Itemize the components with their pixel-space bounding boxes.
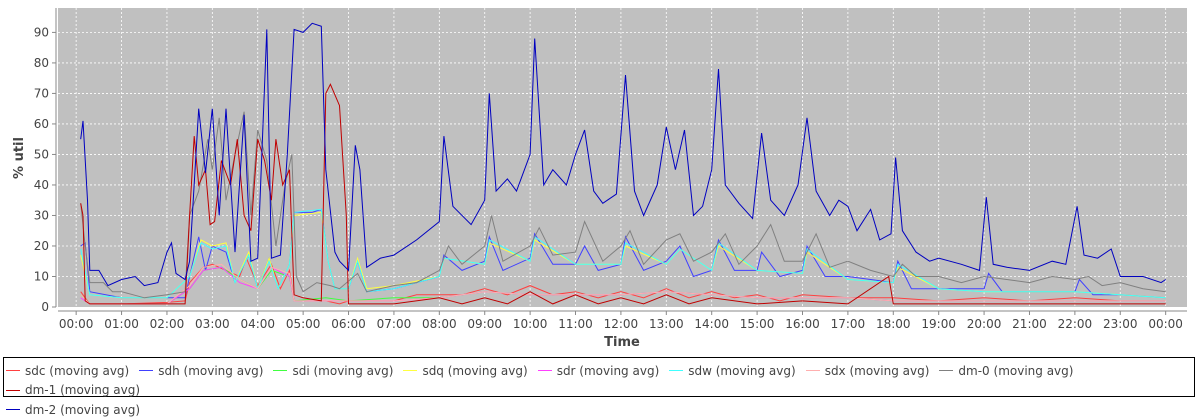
x-tick-label: 12:00 [604,317,639,331]
y-axis-label: % util [12,137,27,179]
legend-swatch [6,370,20,371]
x-tick-label: 00:00 [59,317,94,331]
legend-item: sdr (moving avg) [537,362,660,380]
series-lines [80,22,1166,305]
legend-swatch [6,389,20,391]
x-tick-label: 20:00 [967,317,1002,331]
y-tick-label: 90 [34,25,49,39]
y-tick-label: 0 [41,300,49,314]
x-tick-label: 16:00 [785,317,820,331]
legend-label: sdw (moving avg) [688,363,796,378]
x-tick-label: 01:00 [104,317,139,331]
x-tick-label: 09:00 [467,317,502,331]
series-line-dm-1 [80,83,1166,305]
legend-item: dm-1 (moving avg) [6,381,140,399]
x-tick-label: 23:00 [1103,317,1138,331]
legend-item: dm-0 (moving avg) [939,362,1073,380]
legend-swatch [403,370,418,371]
x-tick-label: 03:00 [195,317,230,331]
x-tick-label: 14:00 [694,317,729,331]
x-tick-label: 18:00 [876,317,911,331]
legend-item: dm-2 (moving avg) [6,401,140,419]
x-tick-label: 21:00 [1012,317,1047,331]
series-line-dm-0 [80,111,1166,299]
x-tick-label: 06:00 [331,317,366,331]
x-tick-label: 17:00 [831,317,866,331]
x-tick-label: 15:00 [740,317,775,331]
legend-swatch [273,370,288,371]
legend-label: sdr (moving avg) [556,363,660,378]
legend-item: sdw (moving avg) [669,362,796,380]
legend-swatch [6,409,20,410]
legend-item: sdc (moving avg) [6,362,129,380]
legend: sdc (moving avg) sdh (moving avg) sdi (mov… [3,357,1195,417]
legend-item: sdi (moving avg) [273,362,393,380]
x-axis-label: Time [604,335,640,350]
y-tick-label: 70 [34,86,49,100]
legend-swatch [139,370,154,371]
x-tick-label: 07:00 [377,317,412,331]
line-chart: 0 10 20 30 40 50 60 70 80 90 00:00 01:00 02:00 03:00 0… [12,8,1187,350]
x-tick-label: 19:00 [921,317,956,331]
plot-area [58,8,1187,307]
legend-item: sdx (moving avg) [805,362,930,380]
series-line-sdx [80,263,1166,305]
legend-label: dm-1 (moving avg) [25,383,141,397]
y-tick-label: 50 [34,147,49,161]
x-tick-label: 22:00 [1058,317,1093,331]
y-tick-label: 60 [34,117,49,131]
legend-label: sdi (moving avg) [292,363,394,378]
y-tick-label: 30 [34,208,49,222]
y-tick-label: 20 [34,239,49,253]
legend-label: dm-2 (moving avg) [25,402,141,417]
y-tick-label: 40 [34,178,49,192]
legend-label: sdc (moving avg) [25,363,130,378]
legend-label: dm-0 (moving avg) [958,363,1074,378]
legend-label: sdx (moving avg) [824,363,930,378]
x-tick-label: 13:00 [649,317,684,331]
x-tick-label: 04:00 [240,317,275,331]
x-tick-label: 02:00 [150,317,185,331]
y-tick-label: 80 [34,56,49,70]
legend-swatch [669,370,684,371]
legend-label: sdq (moving avg) [422,363,528,378]
legend-item: sdh (moving avg) [139,362,263,380]
series-line-dm-2 [80,22,1166,287]
legend-swatch [805,370,820,371]
x-tick-label: 05:00 [286,317,321,331]
legend-label: sdh (moving avg) [158,363,264,378]
legend-item: sdq (moving avg) [403,362,528,380]
x-tick-label: 08:00 [422,317,457,331]
axes: 0 10 20 30 40 50 60 70 80 90 00:00 01:00 02:00 03:00 0… [34,8,1187,331]
series-line-sdc [80,256,1166,305]
x-tick-label: 00:00 [1148,317,1183,331]
x-tick-label: 11:00 [558,317,593,331]
x-tick-label: 10:00 [513,317,548,331]
legend-swatch [939,370,954,371]
y-tick-label: 10 [34,269,49,283]
legend-swatch [537,370,552,371]
